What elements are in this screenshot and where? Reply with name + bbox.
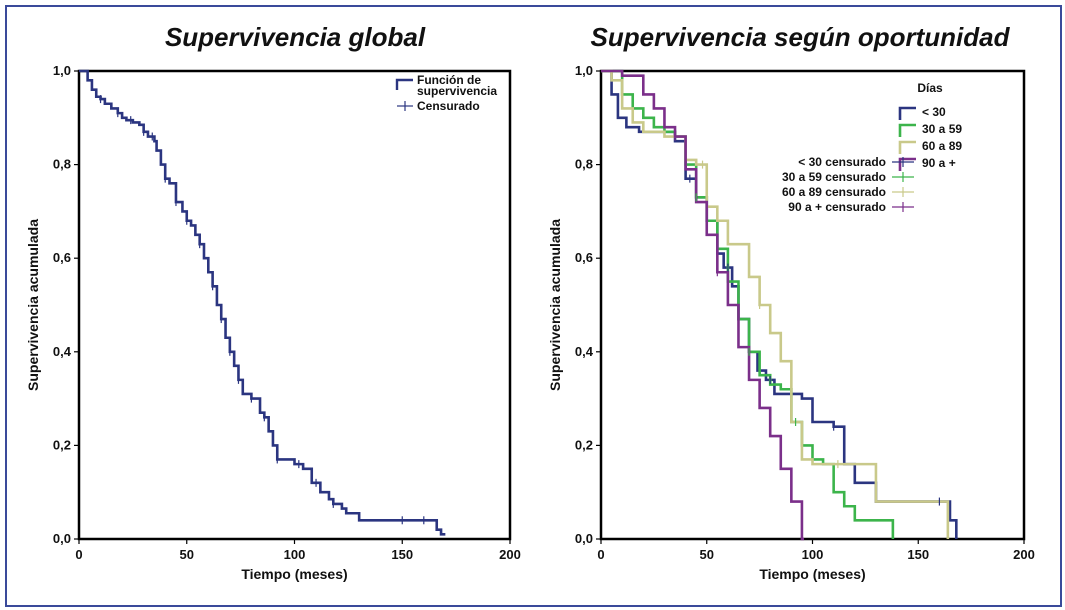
y-tick-label: 0,8: [575, 157, 593, 172]
x-axis-title: Tiempo (meses): [241, 566, 347, 582]
y-tick-label: 0,8: [53, 157, 71, 172]
y-tick-label: 0,2: [53, 437, 71, 452]
x-tick-label: 50: [180, 547, 194, 562]
x-tick-label: 200: [1013, 547, 1035, 562]
series-line-2: [601, 69, 950, 539]
plot-area: [77, 69, 512, 541]
legend-entry-label: supervivencia: [417, 84, 497, 98]
legend-line-label: 60 a 89: [922, 139, 962, 153]
legend-title: Días: [917, 81, 943, 95]
legend-censor-label: 90 a + censurado: [788, 200, 886, 214]
legend-censor-label: 30 a 59 censurado: [782, 170, 886, 184]
x-tick-label: 100: [284, 547, 306, 562]
y-tick-label: 0,2: [575, 437, 593, 452]
legend-censor-label: < 30 censurado: [798, 155, 886, 169]
y-tick-label: 1,0: [575, 63, 593, 78]
y-tick-label: 0,0: [53, 531, 71, 546]
legend-line-swatch: [898, 157, 916, 171]
legend-line-swatch: [898, 140, 916, 154]
x-tick-label: 100: [802, 547, 824, 562]
y-tick-label: 0,4: [575, 344, 594, 359]
legend-line-swatch: [898, 106, 916, 120]
y-tick-label: 0,6: [53, 250, 71, 265]
legend-entry-label: Función de: [417, 73, 481, 87]
y-tick-label: 0,6: [575, 250, 593, 265]
x-tick-label: 0: [75, 547, 82, 562]
y-tick-label: 0,4: [53, 344, 72, 359]
chart-title: Supervivencia global: [165, 22, 426, 52]
legend-line-label: 30 a 59: [922, 122, 962, 136]
y-tick-label: 1,0: [53, 63, 71, 78]
series-line-1: [601, 69, 895, 539]
legend-line-label: 90 a +: [922, 156, 956, 170]
x-tick-label: 150: [907, 547, 929, 562]
chart-title: Supervivencia según oportunidad: [591, 22, 1011, 52]
legend-censor-label: 60 a 89 censurado: [782, 185, 886, 199]
y-axis-title: Supervivencia acumulada: [25, 219, 41, 391]
series-line-0: [79, 69, 446, 536]
figure-frame: [5, 5, 1062, 607]
x-tick-label: 0: [597, 547, 604, 562]
x-tick-label: 200: [499, 547, 521, 562]
y-axis-title: Supervivencia acumulada: [547, 219, 563, 391]
legend-line-label: < 30: [922, 105, 946, 119]
x-tick-label: 150: [391, 547, 413, 562]
legend-line-swatch: [898, 123, 916, 137]
y-tick-label: 0,0: [575, 531, 593, 546]
series-line-3: [601, 69, 805, 541]
x-tick-label: 50: [700, 547, 714, 562]
legend-line-swatch: [395, 78, 413, 90]
x-axis-title: Tiempo (meses): [759, 566, 865, 582]
legend-entry-label: Censurado: [417, 99, 480, 113]
